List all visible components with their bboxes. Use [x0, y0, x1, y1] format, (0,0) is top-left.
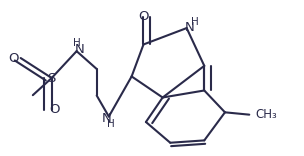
Text: O: O [49, 103, 59, 116]
Text: N: N [185, 21, 195, 34]
Text: H: H [73, 38, 81, 48]
Text: S: S [47, 71, 56, 85]
Text: CH₃: CH₃ [255, 108, 277, 121]
Text: H: H [191, 17, 199, 27]
Text: O: O [9, 51, 19, 65]
Text: O: O [138, 10, 149, 23]
Text: N: N [75, 43, 85, 56]
Text: H: H [107, 119, 115, 129]
Text: N: N [102, 112, 112, 125]
